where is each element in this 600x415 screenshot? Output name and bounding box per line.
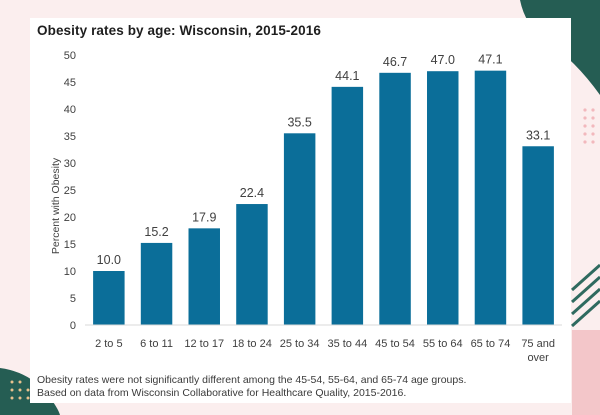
y-tick-label: 35: [64, 131, 76, 143]
y-tick-label: 30: [64, 158, 76, 170]
bar: [331, 86, 364, 325]
bars: 10.0 15.2 17.9 22.4 35.5 44.1 46.7 47.0 47.1 33.1: [93, 53, 554, 325]
footnote-source: Based on data from Wisconsin Collaborati…: [37, 387, 407, 399]
bar-value-label: 44.1: [335, 69, 359, 83]
y-tick-label: 45: [64, 77, 76, 89]
x-axis: 2 to 5 6 to 11 12 to 17 18 to 24 25 to 34 35 …: [85, 324, 562, 364]
x-tick-label: 25 to 34: [280, 338, 320, 350]
y-tick-label: 20: [64, 212, 76, 224]
bar: [93, 271, 125, 325]
x-tick-label: 55 to 64: [423, 338, 463, 350]
y-axis: 0 5 10 15 20 25 30 35 40 45 50: [64, 50, 76, 332]
footnote-significance: Obesity rates were not significantly dif…: [37, 374, 467, 386]
y-tick-label: 25: [64, 185, 76, 197]
bar-value-label: 22.4: [240, 186, 264, 200]
x-tick-label: 18 to 24: [232, 338, 272, 350]
y-axis-label: Percent with Obesity: [50, 157, 62, 254]
bar-value-label: 17.9: [192, 210, 216, 224]
x-tick-label: 75 and: [521, 338, 555, 350]
bar-chart: 0 5 10 15 20 25 30 35 40 45 50 10.0 15.2 17.9 22.4 35.…: [50, 50, 562, 364]
x-tick-label: 35 to 44: [327, 338, 367, 350]
x-tick-label: 12 to 17: [184, 338, 224, 350]
x-tick-label: 65 to 74: [471, 338, 511, 350]
y-tick-label: 0: [70, 320, 76, 332]
bar: [522, 146, 554, 325]
bar-value-label: 35.5: [287, 115, 311, 129]
y-tick-label: 50: [64, 50, 76, 62]
bar: [427, 71, 459, 325]
y-tick-label: 10: [64, 266, 76, 278]
x-tick-label: 45 to 54: [375, 338, 415, 350]
x-tick-label: 6 to 11: [140, 338, 173, 350]
y-tick-label: 40: [64, 104, 76, 116]
bar-value-label: 46.7: [383, 55, 407, 69]
bar: [236, 204, 268, 325]
bar-value-label: 47.0: [431, 53, 455, 67]
bottom-right-pink-block: [572, 330, 600, 415]
bar-value-label: 33.1: [526, 128, 550, 142]
bar: [474, 70, 507, 325]
bar: [140, 242, 173, 325]
y-tick-label: 5: [70, 293, 76, 305]
x-tick-label: over: [527, 352, 549, 364]
stripe-pattern: [571, 263, 600, 328]
bottom-left-dots: [10, 380, 30, 400]
chart-title: Obesity rates by age: Wisconsin, 2015-20…: [37, 23, 321, 38]
bar-value-label: 15.2: [144, 225, 168, 239]
bar-value-label: 47.1: [478, 53, 502, 67]
y-tick-label: 15: [64, 239, 76, 251]
bar: [188, 228, 220, 325]
dot-pattern: [583, 108, 595, 144]
bar-value-label: 10.0: [97, 253, 121, 267]
chart-card: Obesity rates by age: Wisconsin, 2015-20…: [30, 18, 571, 403]
bar: [379, 72, 411, 325]
bar: [283, 133, 316, 325]
x-tick-label: 2 to 5: [95, 338, 123, 350]
